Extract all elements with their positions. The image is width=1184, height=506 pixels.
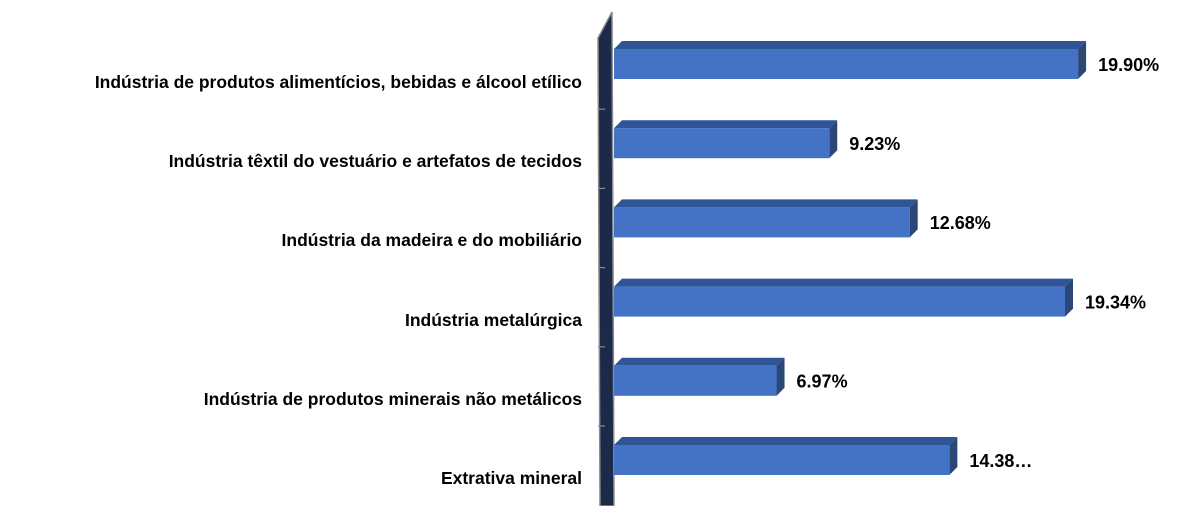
category-label: Indústria de produtos minerais não metál… bbox=[8, 383, 582, 415]
bar-top bbox=[614, 41, 1087, 49]
data-label: 9.23% bbox=[849, 134, 900, 154]
data-label: 6.97% bbox=[797, 372, 848, 392]
category-label-text: Indústria metalúrgica bbox=[405, 309, 582, 330]
category-label: Indústria de produtos alimentícios, bebi… bbox=[8, 66, 582, 98]
category-label-text: Indústria de produtos alimentícios, bebi… bbox=[94, 72, 582, 92]
bar bbox=[614, 286, 1066, 317]
axis-wall bbox=[597, 11, 615, 506]
category-label-text: Extrativa mineral bbox=[440, 468, 582, 488]
data-label: 14.38… bbox=[969, 451, 1032, 471]
data-label: 19.34% bbox=[1085, 292, 1146, 312]
bar-side bbox=[909, 199, 918, 238]
bar-side bbox=[1078, 41, 1087, 79]
bar bbox=[614, 49, 1079, 79]
bar-top bbox=[614, 437, 958, 445]
category-label: Extrativa mineral bbox=[8, 462, 582, 494]
bar-side bbox=[1065, 278, 1074, 317]
category-label: Indústria têxtil do vestuário e artefato… bbox=[8, 145, 582, 177]
bar bbox=[614, 445, 950, 475]
category-label-text: Indústria de produtos minerais não metál… bbox=[203, 388, 582, 409]
data-label: 12.68% bbox=[930, 213, 991, 233]
category-label-text: Indústria da madeira e do mobiliário bbox=[281, 230, 582, 251]
bar bbox=[614, 207, 910, 238]
category-label-text: Indústria têxtil do vestuário e artefato… bbox=[168, 151, 582, 172]
bar-top bbox=[614, 199, 918, 208]
bar-side bbox=[949, 437, 958, 475]
bar-top bbox=[614, 278, 1074, 287]
category-label: Indústria da madeira e do mobiliário bbox=[8, 224, 582, 256]
bar-top bbox=[614, 120, 838, 129]
bar bbox=[614, 365, 777, 396]
bar-top bbox=[614, 357, 785, 366]
bar-side bbox=[829, 120, 838, 159]
bar bbox=[614, 128, 830, 159]
category-label: Indústria metalúrgica bbox=[8, 304, 582, 336]
data-label: 19.90% bbox=[1098, 55, 1159, 75]
bar-side bbox=[776, 357, 785, 396]
